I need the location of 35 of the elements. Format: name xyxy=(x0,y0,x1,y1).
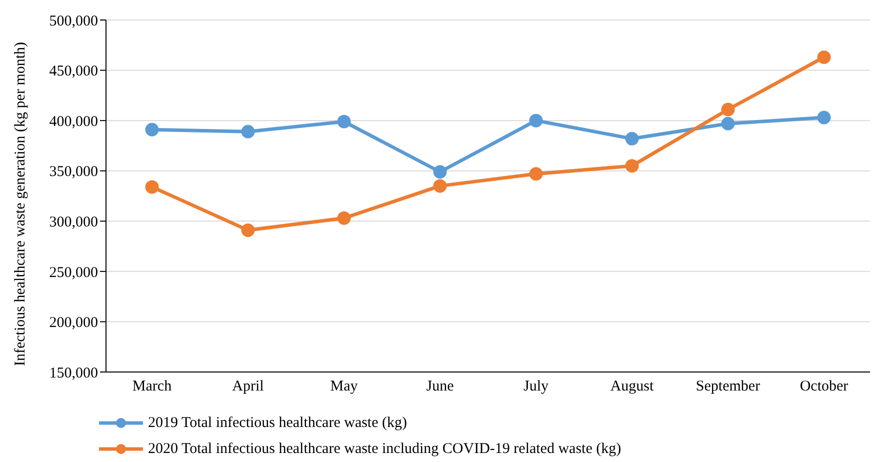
point xyxy=(817,50,831,64)
point xyxy=(241,124,255,138)
x-tick-label: October xyxy=(800,378,848,395)
point xyxy=(145,180,159,194)
y-tick-label: 350,000 xyxy=(49,164,98,180)
x-tick-label: June xyxy=(426,378,454,395)
y-tick-label: 400,000 xyxy=(49,114,98,130)
legend-label: 2020 Total infectious healthcare waste including COVID-19 related waste (kg) xyxy=(148,440,622,458)
point xyxy=(145,122,159,136)
x-tick-label: September xyxy=(696,378,760,395)
point xyxy=(337,114,351,128)
x-tick-label: July xyxy=(523,378,549,395)
y-axis-title: Infectious healthcare waste generation (kg per month) xyxy=(12,42,28,366)
point xyxy=(817,110,831,124)
point xyxy=(721,116,735,130)
y-tick-label: 250,000 xyxy=(49,264,98,281)
y-tick-label: 450,000 xyxy=(49,64,98,80)
y-tick-label: 200,000 xyxy=(49,315,98,332)
point xyxy=(241,223,255,237)
legend-label: 2019 Total infectious healthcare waste (kg) xyxy=(148,414,407,432)
point xyxy=(433,165,447,179)
point xyxy=(721,102,735,116)
point xyxy=(625,159,639,173)
x-tick-label: April xyxy=(232,378,264,395)
y-tick-label: 500,000 xyxy=(49,13,98,30)
point xyxy=(529,114,543,128)
x-tick-label: August xyxy=(610,378,654,395)
y-tick-label: 150,000 xyxy=(49,365,98,382)
point xyxy=(337,211,351,225)
y-tick-label: 300,000 xyxy=(49,214,98,230)
x-tick-label: May xyxy=(330,378,358,395)
x-tick-label: March xyxy=(132,378,172,395)
point xyxy=(625,132,639,146)
point xyxy=(433,179,447,193)
point xyxy=(529,167,543,181)
